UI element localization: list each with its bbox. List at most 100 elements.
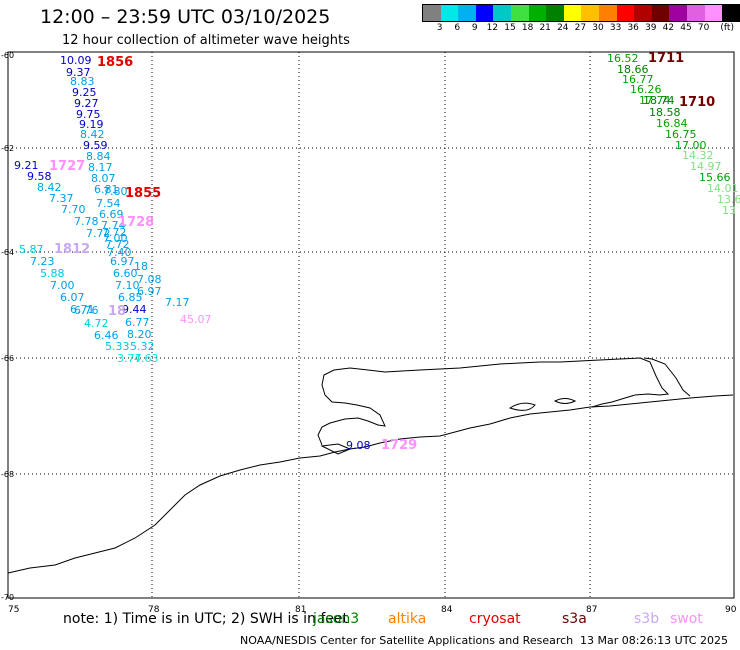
track-time-label: 1812 — [54, 242, 90, 257]
legend-swatch — [722, 5, 740, 21]
wave-height-value: 9.75 — [76, 108, 101, 121]
wave-height-value: 7.74 — [101, 219, 126, 232]
wave-height-value: 7.72 — [105, 238, 130, 251]
legend-swatch — [546, 5, 564, 21]
wave-height-value: 8.17 — [88, 161, 113, 174]
wave-height-value: 5.32 — [130, 340, 155, 353]
track-time-label: 1711 — [648, 51, 684, 66]
legend-tick: 42 — [662, 23, 675, 33]
satellite-jason3: jason3 — [313, 611, 360, 627]
footer-note: note: 1) Time is in UTC; 2) SWH is in fe… — [63, 611, 349, 627]
wave-height-value: 9.59 — [83, 139, 108, 152]
satellite-s3a: s3a — [562, 611, 587, 627]
legend-tick: 39 — [645, 23, 657, 33]
wave-height-value: 16.52 — [607, 52, 639, 65]
track-time-label: 1728 — [118, 215, 154, 230]
wave-height-value: 18.66 — [617, 63, 649, 76]
legend-swatch — [634, 5, 652, 21]
track-time-label: 1856 — [97, 55, 133, 70]
legend-tick: 33 — [609, 23, 622, 33]
legend-tick: 36 — [627, 23, 639, 33]
wave-height-value: 6.77 — [125, 316, 150, 329]
wave-height-value: 8.84 — [86, 150, 111, 163]
legend-swatch — [581, 5, 599, 21]
satellite-altika: altika — [388, 611, 427, 627]
wave-height-value: 7.00 — [103, 232, 128, 245]
wave-height-value: 18.58 — [649, 106, 681, 119]
color-legend: 3 6 9 12 15 18 21 24 27 30 33 36 39 42 45 70 (ft) — [422, 4, 740, 36]
legend-tick: 9 — [471, 23, 478, 33]
longitude-label: 75 — [8, 605, 19, 615]
wave-height-value: 4.72 — [84, 317, 109, 330]
longitude-label: 81 — [295, 605, 306, 615]
antarctic-coastline — [7, 357, 734, 574]
latitude-labels: -60 -62 -64 -66 -68 -70 — [1, 51, 14, 602]
legend-tick: 24 — [557, 23, 569, 33]
longitude-labels: 75 78 81 84 87 90 — [8, 605, 737, 615]
map-frame — [7, 51, 735, 599]
track-time-label: 1729 — [381, 438, 417, 453]
track-time-label: 1727 — [49, 159, 85, 174]
wave-height-value: 17.00 — [675, 139, 707, 152]
satellite-swot: swot — [670, 611, 703, 627]
wave-height-value: 9.27 — [74, 97, 99, 110]
wave-height-value: 6.60 — [113, 267, 138, 280]
wave-height-value: 10.09 — [60, 54, 92, 67]
wave-height-value: 16.84 — [656, 117, 688, 130]
satellite-s3b: s3b — [634, 611, 660, 627]
wave-height-value: 9.44 — [122, 303, 147, 316]
wave-height-value: 7.72 — [86, 227, 111, 240]
wave-height-value: 16.77 — [622, 73, 654, 86]
legend-swatch — [493, 5, 511, 21]
legend-swatch — [458, 5, 476, 21]
legend-swatch — [669, 5, 687, 21]
legend-tick: 21 — [539, 23, 551, 33]
legend-tick: 30 — [592, 23, 604, 33]
wave-height-value: 14.97 — [690, 160, 722, 173]
wave-height-value: 9.08 — [346, 439, 371, 452]
wave-height-value: 6.85 — [118, 291, 143, 304]
legend-swatch — [563, 5, 582, 21]
wave-height-value: 16.75 — [665, 128, 697, 141]
longitude-label: 84 — [441, 605, 453, 615]
legend-tick: (ft) — [720, 23, 734, 33]
wave-height-value: 13 — [722, 204, 736, 217]
wave-height-value: 7.37 — [49, 192, 74, 205]
wave-height-value: 8.20 — [127, 328, 152, 341]
wave-height-value: 3.77 — [117, 352, 142, 365]
wave-height-value: 7.72 — [102, 226, 127, 239]
legend-tick: 12 — [486, 23, 499, 33]
wave-height-value: 14.01 — [707, 182, 739, 195]
legend-tick: 18 — [521, 23, 534, 33]
graticule — [8, 52, 733, 598]
wave-height-value: 6.76 — [74, 304, 99, 317]
legend-swatch — [440, 5, 459, 21]
legend-swatch — [704, 5, 723, 21]
wave-height-value: 7.08 — [137, 273, 162, 286]
legend-swatch — [651, 5, 670, 21]
track-time-label: 1710 — [679, 95, 715, 110]
wave-height-value: 8.42 — [37, 181, 62, 194]
legend-swatch — [510, 5, 529, 21]
wave-height-value: 7.40 — [107, 246, 132, 259]
wave-height-value: 9.58 — [27, 170, 52, 183]
legend-tick: 15 — [504, 23, 516, 33]
latitude-label: -62 — [1, 144, 14, 153]
wave-height-value: 4.63 — [134, 352, 159, 365]
wave-height-value: 9.21 — [14, 159, 39, 172]
wave-height-value: 6.69 — [99, 208, 124, 221]
wave-height-value: 8.07 — [91, 172, 116, 185]
wave-height-value: 6.81 — [94, 183, 119, 196]
wave-height-value: 7.80 — [103, 185, 128, 198]
satellite-cryosat: cryosat — [469, 611, 521, 627]
track-time-labels: 1856 1855 1727 1728 1812 18 1711 1710 1729 — [49, 51, 715, 453]
longitude-label: 78 — [148, 605, 160, 615]
wave-height-value: 6.97 — [137, 285, 162, 298]
latitude-label: -66 — [1, 354, 14, 363]
legend-tick: 45 — [680, 23, 692, 33]
wave-height-value: 7.78 — [74, 215, 99, 228]
legend-swatch — [475, 5, 494, 21]
legend-swatches — [422, 4, 740, 22]
wave-height-value: 13.6 — [717, 193, 740, 206]
